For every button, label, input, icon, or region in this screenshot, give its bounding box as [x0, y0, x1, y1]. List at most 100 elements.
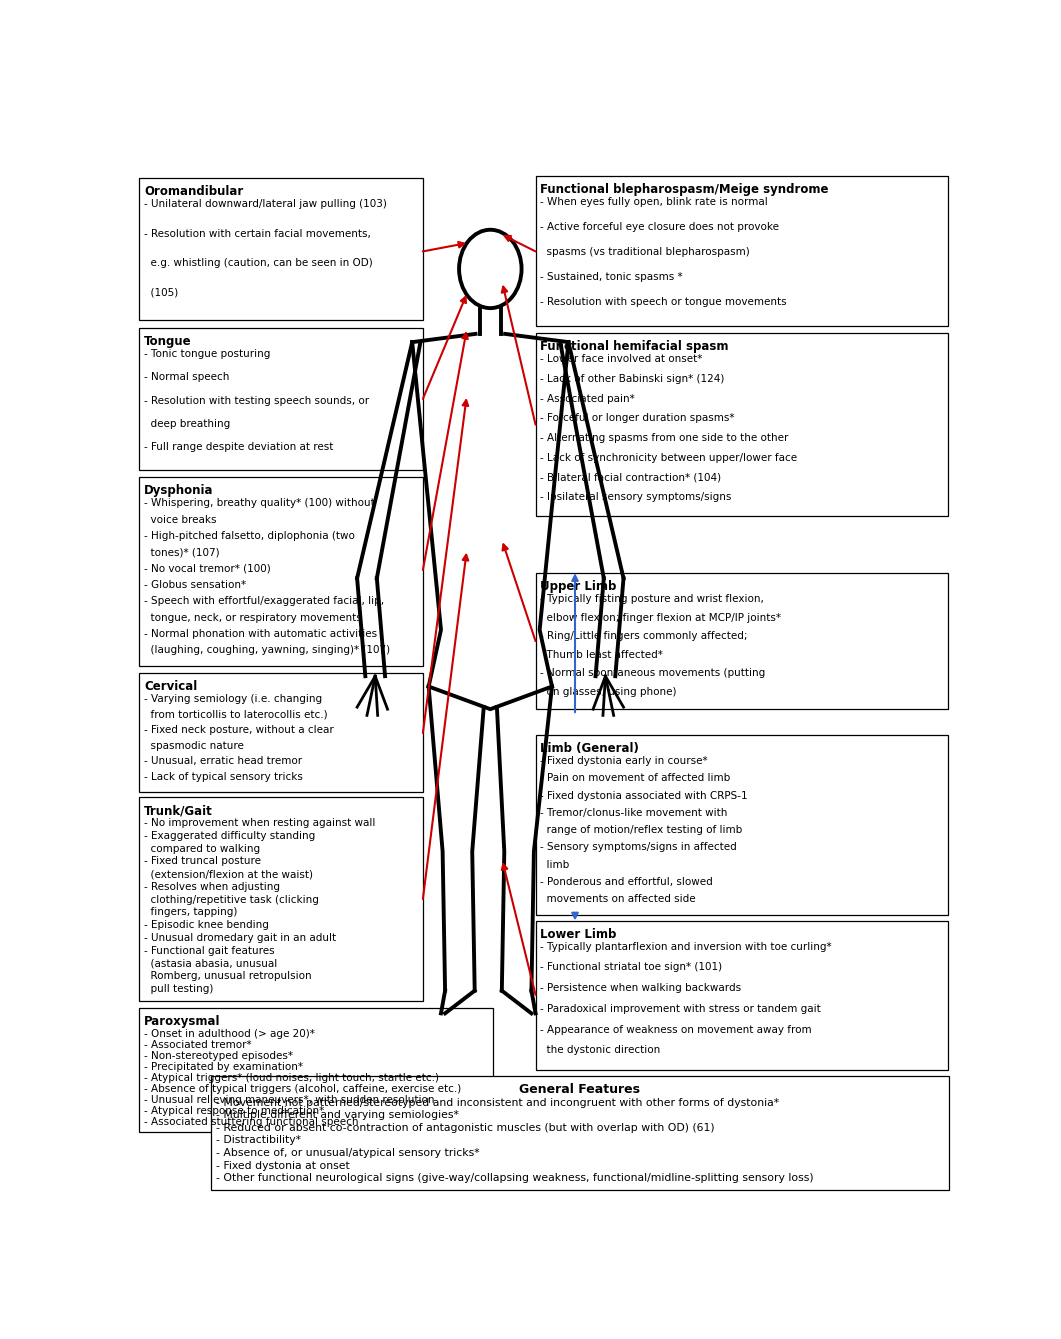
- Text: Romberg, unusual retropulsion: Romberg, unusual retropulsion: [144, 971, 312, 981]
- Text: - Normal spontaneous movements (putting: - Normal spontaneous movements (putting: [540, 668, 766, 678]
- Text: - Unusual, erratic head tremor: - Unusual, erratic head tremor: [144, 757, 302, 766]
- Text: tones)* (107): tones)* (107): [144, 548, 220, 557]
- Text: - Pain on movement of affected limb: - Pain on movement of affected limb: [540, 774, 731, 783]
- FancyBboxPatch shape: [536, 573, 949, 710]
- Text: - Lack of typical sensory tricks: - Lack of typical sensory tricks: [144, 773, 303, 782]
- Text: - Lack of synchronicity between upper/lower face: - Lack of synchronicity between upper/lo…: [540, 453, 798, 463]
- Text: - Unusual relieving maneuvers*, with sudden resolution: - Unusual relieving maneuvers*, with sud…: [144, 1095, 435, 1105]
- Text: - High-pitched falsetto, diplophonia (two: - High-pitched falsetto, diplophonia (tw…: [144, 532, 355, 541]
- Text: - Resolution with certain facial movements,: - Resolution with certain facial movemen…: [144, 229, 371, 238]
- Text: (105): (105): [144, 287, 178, 297]
- Text: Upper Limb: Upper Limb: [540, 580, 616, 593]
- Text: - Fixed dystonia associated with CRPS-1: - Fixed dystonia associated with CRPS-1: [540, 790, 748, 801]
- Text: (laughing, coughing, yawning, singing)* (107): (laughing, coughing, yawning, singing)* …: [144, 645, 390, 655]
- Text: movements on affected side: movements on affected side: [540, 894, 696, 904]
- FancyBboxPatch shape: [139, 797, 423, 1002]
- Text: - Multiple different and varying semiologies*: - Multiple different and varying semiolo…: [215, 1110, 458, 1121]
- Text: Dysphonia: Dysphonia: [144, 485, 213, 497]
- Text: limb: limb: [540, 860, 570, 869]
- Text: - Active forceful eye closure does not provoke: - Active forceful eye closure does not p…: [540, 222, 780, 232]
- Text: - Associated pain*: - Associated pain*: [540, 394, 636, 403]
- Text: (extension/flexion at the waist): (extension/flexion at the waist): [144, 869, 313, 880]
- Text: - Tonic tongue posturing: - Tonic tongue posturing: [144, 349, 271, 359]
- Text: - Atypical response to medication*: - Atypical response to medication*: [144, 1106, 325, 1115]
- Text: - Globus sensation*: - Globus sensation*: [144, 580, 246, 590]
- Text: - No vocal tremor* (100): - No vocal tremor* (100): [144, 564, 271, 573]
- FancyBboxPatch shape: [211, 1077, 950, 1189]
- Text: - Typically plantarflexion and inversion with toe curling*: - Typically plantarflexion and inversion…: [540, 941, 832, 952]
- Text: - Speech with effortful/exaggerated facial, lip,: - Speech with effortful/exaggerated faci…: [144, 596, 384, 607]
- Text: deep breathing: deep breathing: [144, 419, 230, 428]
- Text: - Sustained, tonic spasms *: - Sustained, tonic spasms *: [540, 272, 683, 281]
- FancyBboxPatch shape: [536, 177, 949, 325]
- Text: - Atypical triggers* (loud noises, light touch, startle etc.): - Atypical triggers* (loud noises, light…: [144, 1073, 439, 1083]
- Text: e.g. whistling (caution, can be seen in OD): e.g. whistling (caution, can be seen in …: [144, 258, 372, 268]
- Text: - Normal speech: - Normal speech: [144, 372, 229, 382]
- Text: - No improvement when resting against wall: - No improvement when resting against wa…: [144, 818, 376, 828]
- Text: Oromandibular: Oromandibular: [144, 185, 243, 198]
- Text: compared to walking: compared to walking: [144, 844, 260, 853]
- FancyBboxPatch shape: [536, 333, 949, 517]
- Text: - Alternating spasms from one side to the other: - Alternating spasms from one side to th…: [540, 432, 788, 443]
- Text: voice breaks: voice breaks: [144, 514, 216, 525]
- Text: fingers, tapping): fingers, tapping): [144, 908, 238, 917]
- Text: Tongue: Tongue: [144, 335, 192, 348]
- Text: on glasses, using phone): on glasses, using phone): [540, 687, 677, 696]
- Text: - Associated tremor*: - Associated tremor*: [144, 1040, 251, 1050]
- Text: Lower Limb: Lower Limb: [540, 928, 616, 941]
- Text: Limb (General): Limb (General): [540, 742, 640, 755]
- Text: - Varying semiology (i.e. changing: - Varying semiology (i.e. changing: [144, 694, 323, 704]
- Text: - Non-stereotyped episodes*: - Non-stereotyped episodes*: [144, 1051, 293, 1062]
- Text: - Fixed neck posture, without a clear: - Fixed neck posture, without a clear: [144, 726, 334, 735]
- Text: range of motion/reflex testing of limb: range of motion/reflex testing of limb: [540, 825, 743, 836]
- Text: - Lower face involved at onset*: - Lower face involved at onset*: [540, 353, 702, 364]
- Text: - Paradoxical improvement with stress or tandem gait: - Paradoxical improvement with stress or…: [540, 1004, 821, 1014]
- Text: from torticollis to laterocollis etc.): from torticollis to laterocollis etc.): [144, 710, 328, 720]
- Text: - Associated stuttering functional speech: - Associated stuttering functional speec…: [144, 1117, 359, 1127]
- Text: - Unusual dromedary gait in an adult: - Unusual dromedary gait in an adult: [144, 933, 336, 943]
- Text: - Appearance of weakness on movement away from: - Appearance of weakness on movement awa…: [540, 1024, 812, 1035]
- Text: - Episodic knee bending: - Episodic knee bending: [144, 920, 269, 931]
- Text: pull testing): pull testing): [144, 984, 213, 994]
- Text: - Forceful or longer duration spasms*: - Forceful or longer duration spasms*: [540, 414, 735, 423]
- Text: - Precipitated by examination*: - Precipitated by examination*: [144, 1062, 303, 1073]
- Text: - Fixed truncal posture: - Fixed truncal posture: [144, 857, 261, 866]
- Text: - When eyes fully open, blink rate is normal: - When eyes fully open, blink rate is no…: [540, 197, 768, 208]
- Text: - Absence of, or unusual/atypical sensory tricks*: - Absence of, or unusual/atypical sensor…: [215, 1148, 480, 1158]
- Text: - Functional striatal toe sign* (101): - Functional striatal toe sign* (101): [540, 963, 723, 972]
- Text: - Lack of other Babinski sign* (124): - Lack of other Babinski sign* (124): [540, 374, 725, 384]
- Text: Thumb least affected*: Thumb least affected*: [540, 649, 663, 660]
- Text: - Fixed dystonia early in course*: - Fixed dystonia early in course*: [540, 757, 708, 766]
- FancyBboxPatch shape: [139, 328, 423, 470]
- Text: - Ponderous and effortful, slowed: - Ponderous and effortful, slowed: [540, 877, 713, 886]
- Text: - Functional gait features: - Functional gait features: [144, 945, 275, 956]
- Text: - Full range despite deviation at rest: - Full range despite deviation at rest: [144, 442, 333, 453]
- Text: - Distractibility*: - Distractibility*: [215, 1135, 300, 1145]
- Text: - Movement not patterned/stereotyped and inconsistent and incongruent with other: - Movement not patterned/stereotyped and…: [215, 1098, 779, 1107]
- Text: elbow flexion; finger flexion at MCP/IP joints*: elbow flexion; finger flexion at MCP/IP …: [540, 613, 782, 623]
- Text: - Reduced or absent co-contraction of antagonistic muscles (but with overlap wit: - Reduced or absent co-contraction of an…: [215, 1123, 714, 1133]
- Text: - Onset in adulthood (> age 20)*: - Onset in adulthood (> age 20)*: [144, 1030, 315, 1039]
- Text: General Features: General Features: [520, 1083, 641, 1097]
- Text: - Typically fisting posture and wrist flexion,: - Typically fisting posture and wrist fl…: [540, 595, 764, 604]
- Text: - Absence of typical triggers (alcohol, caffeine, exercise etc.): - Absence of typical triggers (alcohol, …: [144, 1085, 462, 1094]
- Text: Functional hemifacial spasm: Functional hemifacial spasm: [540, 340, 729, 353]
- FancyBboxPatch shape: [536, 735, 949, 916]
- FancyBboxPatch shape: [139, 1008, 492, 1131]
- Text: tongue, neck, or respiratory movements: tongue, neck, or respiratory movements: [144, 613, 362, 623]
- Text: Cervical: Cervical: [144, 680, 197, 694]
- Text: - Other functional neurological signs (give-way/collapsing weakness, functional/: - Other functional neurological signs (g…: [215, 1173, 814, 1184]
- Text: - Exaggerated difficulty standing: - Exaggerated difficulty standing: [144, 830, 315, 841]
- Text: the dystonic direction: the dystonic direction: [540, 1046, 661, 1055]
- Text: - Resolves when adjusting: - Resolves when adjusting: [144, 882, 280, 892]
- Text: - Persistence when walking backwards: - Persistence when walking backwards: [540, 983, 742, 994]
- Text: - Resolution with speech or tongue movements: - Resolution with speech or tongue movem…: [540, 297, 787, 307]
- Text: - Tremor/clonus-like movement with: - Tremor/clonus-like movement with: [540, 807, 728, 818]
- Text: spasms (vs traditional blepharospasm): spasms (vs traditional blepharospasm): [540, 246, 750, 257]
- Text: spasmodic nature: spasmodic nature: [144, 740, 244, 751]
- Text: - Unilateral downward/lateral jaw pulling (103): - Unilateral downward/lateral jaw pullin…: [144, 200, 387, 209]
- Text: Functional blepharospasm/Meige syndrome: Functional blepharospasm/Meige syndrome: [540, 183, 829, 197]
- Text: - Bilateral facial contraction* (104): - Bilateral facial contraction* (104): [540, 473, 721, 482]
- Text: - Fixed dystonia at onset: - Fixed dystonia at onset: [215, 1161, 349, 1170]
- Text: - Sensory symptoms/signs in affected: - Sensory symptoms/signs in affected: [540, 842, 737, 853]
